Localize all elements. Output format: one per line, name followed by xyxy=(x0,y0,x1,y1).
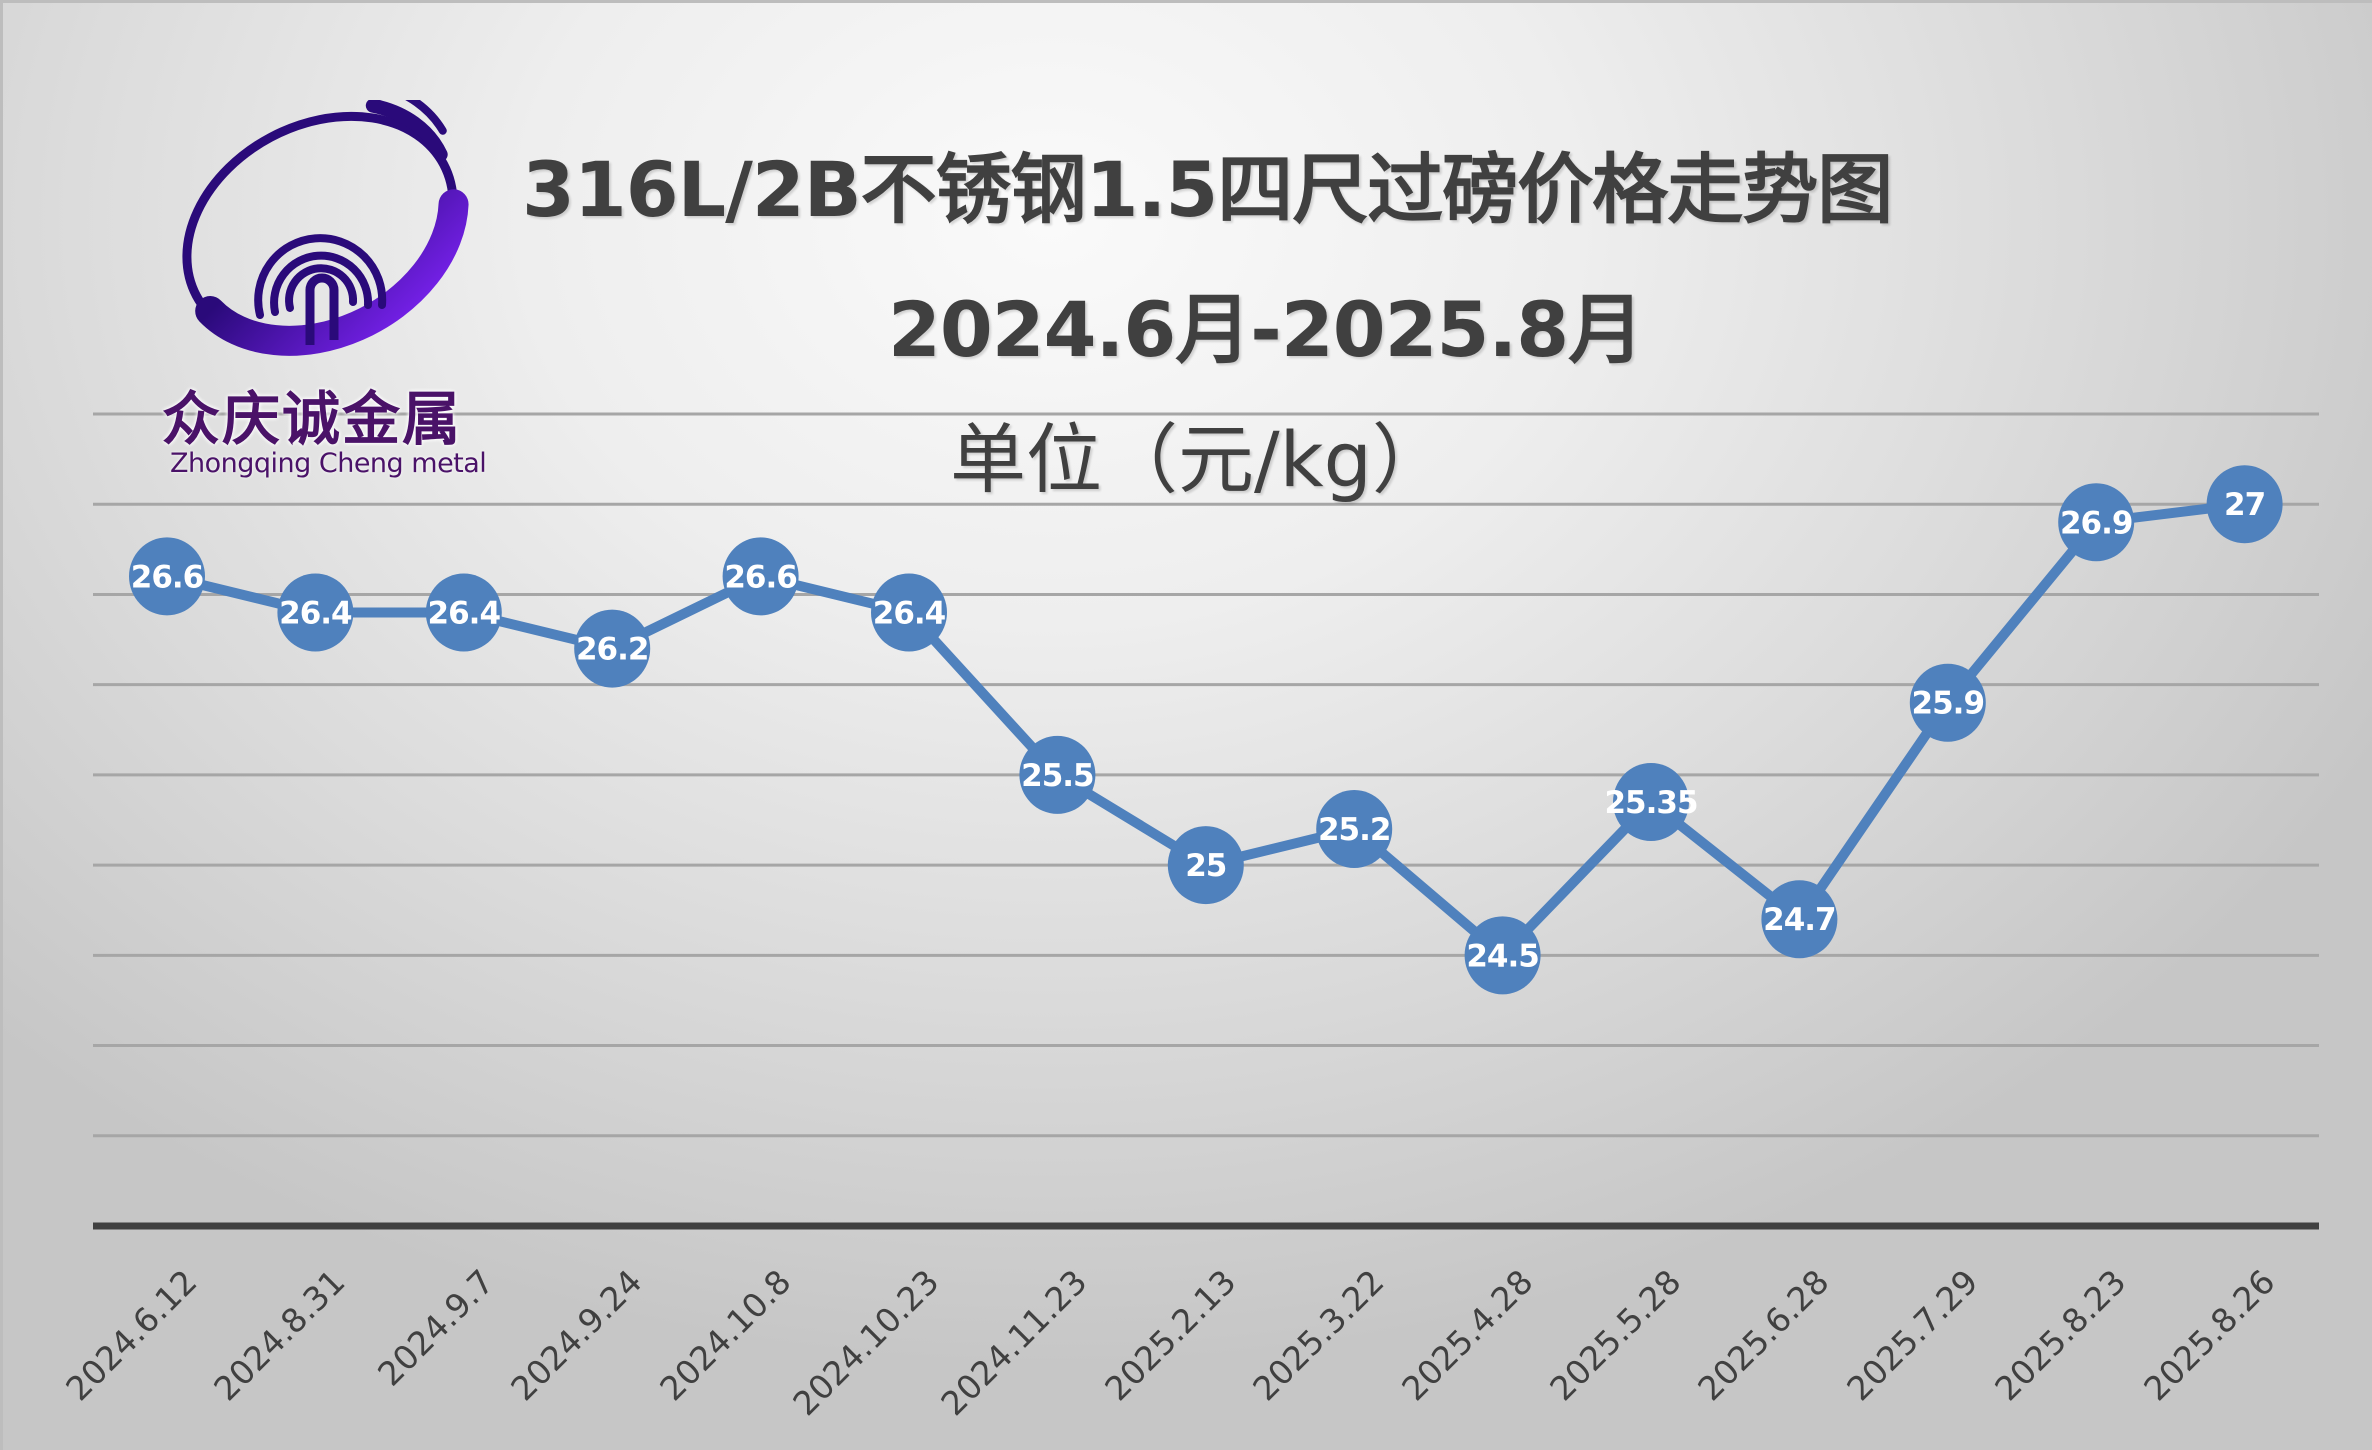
data-label: 26.4 xyxy=(873,595,946,631)
concentric-arcs-swoosh-logo-icon xyxy=(182,100,469,356)
data-label: 25.35 xyxy=(1604,785,1697,821)
data-marker xyxy=(1019,735,1096,814)
data-marker xyxy=(1761,880,1838,959)
gridlines xyxy=(93,412,2319,1138)
data-label: 27 xyxy=(2224,487,2265,523)
data-point[interactable]: 25 xyxy=(1167,826,1244,905)
data-label: 26.6 xyxy=(131,559,204,595)
data-point[interactable]: 26.4 xyxy=(425,573,502,652)
data-label: 24.7 xyxy=(1763,902,1836,938)
data-point[interactable]: 24.5 xyxy=(1464,916,1541,995)
data-label: 26.9 xyxy=(2060,505,2133,541)
data-marker xyxy=(2058,483,2135,562)
chart-unit: 单位（元/kg） xyxy=(950,415,1448,504)
data-point[interactable]: 25.9 xyxy=(1909,663,1986,742)
data-point[interactable]: 25.2 xyxy=(1316,790,1393,869)
chart-date-range: 2024.6月-2025.8月 xyxy=(888,285,1644,374)
data-marker xyxy=(722,537,799,616)
data-point[interactable]: 26.9 xyxy=(2058,483,2135,562)
data-marker xyxy=(277,573,354,652)
data-label: 24.5 xyxy=(1466,938,1539,974)
chart-title: 316L/2B不锈钢1.5四尺过磅价格走势图 xyxy=(522,145,1893,234)
data-point[interactable]: 26.2 xyxy=(574,609,651,688)
data-label: 25.5 xyxy=(1021,758,1094,794)
data-label: 26.4 xyxy=(428,595,501,631)
price-series: 26.6 26.4 26.4 26.2 26.6 26.4 25.5 25 25.2 24.5 25… xyxy=(129,465,2283,995)
data-label: 25.9 xyxy=(1912,686,1985,722)
data-marker xyxy=(2206,465,2283,544)
data-point[interactable]: 26.4 xyxy=(871,573,947,652)
data-label: 26.4 xyxy=(279,595,352,631)
data-marker xyxy=(1909,663,1986,742)
data-marker xyxy=(425,573,502,652)
data-point[interactable]: 25.5 xyxy=(1019,735,1096,814)
data-point[interactable]: 26.4 xyxy=(277,573,354,652)
data-label: 25 xyxy=(1185,848,1226,884)
data-marker xyxy=(1316,790,1393,869)
data-label: 26.2 xyxy=(576,632,649,668)
data-marker xyxy=(1613,762,1689,841)
data-marker xyxy=(1167,826,1244,905)
data-marker xyxy=(871,573,947,652)
data-point[interactable]: 27 xyxy=(2206,465,2283,544)
data-point[interactable]: 24.7 xyxy=(1761,880,1838,959)
logo-english-name: Zhongqing Cheng metal xyxy=(170,448,487,479)
data-point[interactable]: 26.6 xyxy=(129,537,205,616)
logo-chinese-name: 众庆诚金属 xyxy=(162,385,463,453)
data-point[interactable]: 26.6 xyxy=(722,537,799,616)
data-label: 26.6 xyxy=(724,559,797,595)
data-label: 25.2 xyxy=(1318,812,1391,848)
data-point[interactable]: 25.35 xyxy=(1604,762,1699,841)
data-marker xyxy=(574,609,651,688)
data-marker xyxy=(1464,916,1541,995)
data-marker xyxy=(129,537,205,616)
